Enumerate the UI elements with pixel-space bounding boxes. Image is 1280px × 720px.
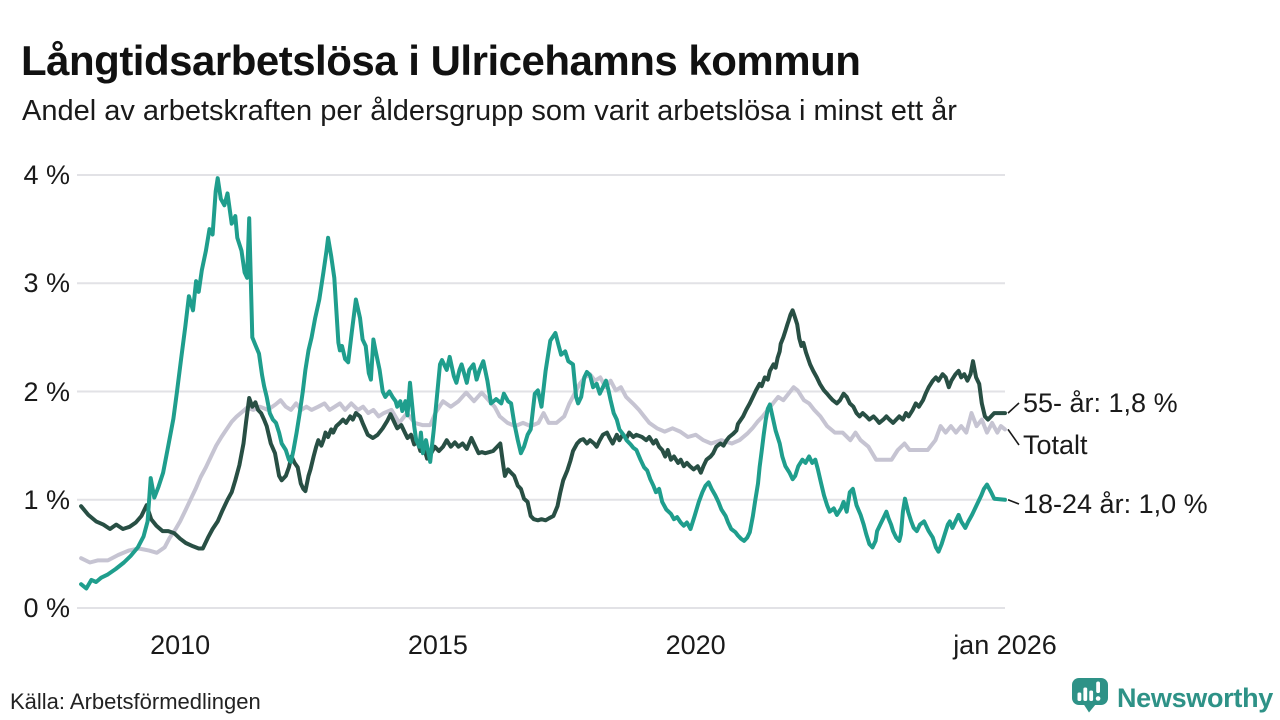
- y-axis-label-0: 0 %: [23, 593, 70, 623]
- newsworthy-brand: Newsworthy: [1071, 677, 1273, 719]
- series-label-totalt: Totalt: [1023, 430, 1088, 460]
- series-label-55-plus: 55- år: 1,8 %: [1023, 388, 1178, 418]
- x-axis-label-jan-2026: jan 2026: [953, 630, 1057, 660]
- y-axis-label-2: 2 %: [23, 376, 70, 407]
- y-axis-label-1: 1 %: [23, 484, 70, 515]
- newsworthy-wordmark: Newsworthy: [1116, 682, 1273, 713]
- y-axis-label-3: 3 %: [23, 268, 70, 299]
- page-title: Långtidsarbetslösa i Ulricehamns kommun: [21, 37, 861, 85]
- x-axis-label-2010: 2010: [150, 630, 211, 660]
- x-axis-label-2020: 2020: [665, 630, 726, 660]
- y-axis-label-4: 4 %: [23, 160, 70, 190]
- series-label-18-24: 18-24 år: 1,0 %: [1023, 489, 1208, 519]
- source-note: Källa: Arbetsförmedlingen: [10, 689, 261, 714]
- x-axis-label-2015: 2015: [407, 630, 468, 660]
- newsworthy-logo-icon: [1071, 677, 1109, 719]
- chart-subtitle: Andel av arbetskraften per åldersgrupp s…: [22, 95, 957, 127]
